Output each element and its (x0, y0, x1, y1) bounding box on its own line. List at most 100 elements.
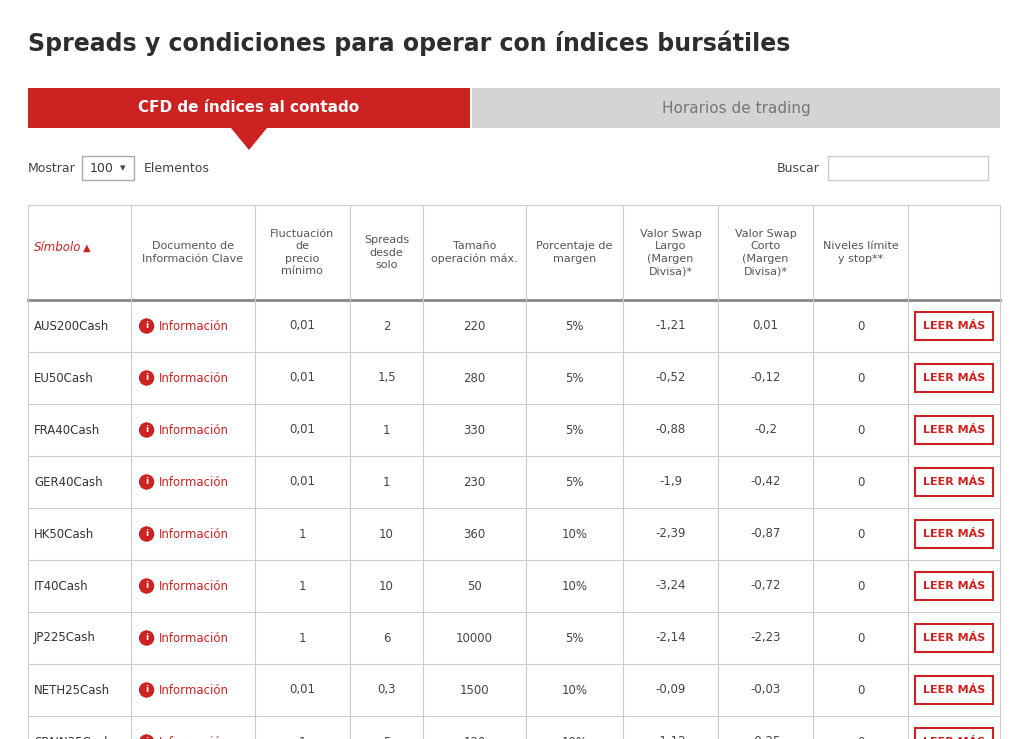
Text: -0,25: -0,25 (751, 735, 781, 739)
FancyBboxPatch shape (82, 156, 134, 180)
Text: LEER MÁS: LEER MÁS (923, 477, 985, 487)
Text: 1: 1 (299, 579, 306, 593)
Text: i: i (145, 321, 148, 330)
Text: 0: 0 (857, 319, 864, 333)
Circle shape (139, 475, 154, 489)
Text: 0,3: 0,3 (377, 684, 396, 696)
Text: -1,12: -1,12 (655, 735, 686, 739)
Text: FRA40Cash: FRA40Cash (34, 423, 100, 437)
Text: -1,21: -1,21 (655, 319, 686, 333)
Text: 10: 10 (379, 528, 394, 540)
Text: 1500: 1500 (460, 684, 489, 696)
Text: 1: 1 (383, 475, 390, 488)
Text: 0,01: 0,01 (290, 423, 315, 437)
Text: 220: 220 (464, 319, 485, 333)
Text: ▲: ▲ (80, 242, 91, 253)
Circle shape (139, 735, 154, 739)
Circle shape (139, 423, 154, 437)
Text: 0: 0 (857, 684, 864, 696)
FancyBboxPatch shape (915, 468, 993, 496)
Text: 0,01: 0,01 (290, 372, 315, 384)
Text: Tamaño
operación máx.: Tamaño operación máx. (431, 241, 518, 264)
Text: -0,87: -0,87 (751, 528, 781, 540)
Text: Valor Swap
Corto
(Margen
Divisa)*: Valor Swap Corto (Margen Divisa)* (735, 229, 797, 276)
Text: Información: Información (159, 372, 228, 384)
Text: CFD de índices al contado: CFD de índices al contado (138, 101, 359, 115)
Text: LEER MÁS: LEER MÁS (923, 529, 985, 539)
Text: -2,23: -2,23 (751, 632, 781, 644)
Text: Información: Información (159, 319, 228, 333)
Text: -0,72: -0,72 (751, 579, 781, 593)
Text: Información: Información (159, 579, 228, 593)
Text: Niveles límite
y stop**: Niveles límite y stop** (823, 242, 898, 264)
Text: Información: Información (159, 475, 228, 488)
Circle shape (139, 683, 154, 697)
Text: LEER MÁS: LEER MÁS (923, 685, 985, 695)
Text: 5%: 5% (565, 372, 584, 384)
Text: Spreads
desde
solo: Spreads desde solo (364, 235, 410, 270)
Text: LEER MÁS: LEER MÁS (923, 425, 985, 435)
Text: 6: 6 (383, 632, 390, 644)
Text: i: i (145, 477, 148, 486)
Text: 1: 1 (299, 632, 306, 644)
Text: SPAIN35Cash: SPAIN35Cash (34, 735, 112, 739)
FancyBboxPatch shape (28, 88, 470, 128)
Text: 1: 1 (299, 735, 306, 739)
Text: 120: 120 (464, 735, 485, 739)
Text: i: i (145, 686, 148, 695)
Text: 5%: 5% (565, 475, 584, 488)
Text: EU50Cash: EU50Cash (34, 372, 94, 384)
Text: 1: 1 (383, 423, 390, 437)
Text: NETH25Cash: NETH25Cash (34, 684, 111, 696)
Text: Elementos: Elementos (144, 162, 210, 174)
Text: 10%: 10% (561, 528, 588, 540)
FancyBboxPatch shape (472, 88, 1000, 128)
Text: Información: Información (159, 632, 228, 644)
Text: HK50Cash: HK50Cash (34, 528, 94, 540)
Text: -3,24: -3,24 (655, 579, 686, 593)
Text: LEER MÁS: LEER MÁS (923, 373, 985, 383)
Text: Buscar: Buscar (777, 162, 820, 174)
Text: -2,14: -2,14 (655, 632, 686, 644)
Text: 330: 330 (464, 423, 485, 437)
Text: 0,01: 0,01 (290, 684, 315, 696)
Circle shape (139, 579, 154, 593)
Text: Información: Información (159, 423, 228, 437)
Text: i: i (145, 738, 148, 739)
Text: Horarios de trading: Horarios de trading (662, 101, 810, 115)
Text: 10%: 10% (561, 579, 588, 593)
Text: Spreads y condiciones para operar con índices bursátiles: Spreads y condiciones para operar con ín… (28, 30, 791, 55)
Text: 360: 360 (464, 528, 485, 540)
Text: 0,01: 0,01 (290, 319, 315, 333)
FancyBboxPatch shape (915, 312, 993, 340)
Text: 10%: 10% (561, 684, 588, 696)
Circle shape (139, 631, 154, 645)
Text: LEER MÁS: LEER MÁS (923, 581, 985, 591)
Text: Mostrar: Mostrar (28, 162, 76, 174)
Text: 0,01: 0,01 (753, 319, 778, 333)
Text: -0,09: -0,09 (655, 684, 686, 696)
Text: 0: 0 (857, 372, 864, 384)
Circle shape (139, 319, 154, 333)
Circle shape (139, 371, 154, 385)
Text: Información: Información (159, 684, 228, 696)
Text: Valor Swap
Largo
(Margen
Divisa)*: Valor Swap Largo (Margen Divisa)* (640, 229, 701, 276)
Text: -0,12: -0,12 (751, 372, 781, 384)
Text: i: i (145, 530, 148, 539)
Text: 230: 230 (464, 475, 485, 488)
Text: 0,01: 0,01 (290, 475, 315, 488)
Text: 100: 100 (90, 162, 114, 174)
FancyBboxPatch shape (915, 728, 993, 739)
Text: Símbolo: Símbolo (34, 241, 82, 254)
Text: Información: Información (159, 735, 228, 739)
Text: 0: 0 (857, 735, 864, 739)
Text: 2: 2 (383, 319, 390, 333)
FancyBboxPatch shape (915, 676, 993, 704)
Text: -0,03: -0,03 (751, 684, 780, 696)
Text: GER40Cash: GER40Cash (34, 475, 102, 488)
Text: 1,5: 1,5 (377, 372, 396, 384)
Text: i: i (145, 373, 148, 383)
Text: 5%: 5% (565, 423, 584, 437)
Text: i: i (145, 426, 148, 435)
Text: 0: 0 (857, 579, 864, 593)
